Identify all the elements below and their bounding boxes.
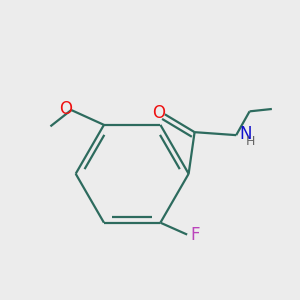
Text: N: N: [240, 125, 252, 143]
Text: F: F: [191, 226, 200, 244]
Text: O: O: [152, 104, 165, 122]
Text: H: H: [246, 135, 255, 148]
Text: O: O: [59, 100, 72, 118]
